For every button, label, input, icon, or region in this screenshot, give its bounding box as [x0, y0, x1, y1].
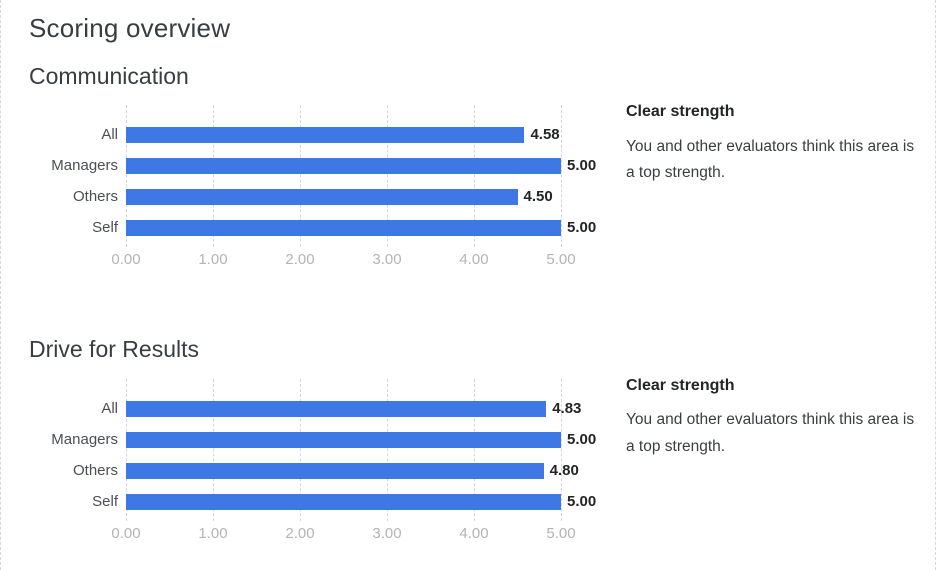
strength-note: Clear strength You and other evaluators … — [626, 99, 922, 187]
page-title: Scoring overview — [29, 13, 231, 43]
axis-tick-label: 3.00 — [372, 251, 402, 269]
note-body: You and other evaluators think this area… — [626, 137, 915, 182]
category-label: Self — [92, 493, 118, 511]
bar-track: 5.00 — [126, 157, 596, 174]
bar-chart-communication: All 4.58 Managers 5.00 — [29, 99, 609, 269]
bar-row: Others 4.50 — [73, 181, 609, 212]
bar — [126, 157, 561, 174]
bar-track: 5.00 — [126, 431, 596, 448]
bar-row: All 4.58 — [101, 119, 609, 150]
value-label: 4.58 — [530, 125, 560, 143]
axis-tick-label: 1.00 — [198, 251, 228, 269]
section-communication: Communication All 4.58 Managers — [29, 63, 935, 270]
axis-tick-label: 1.00 — [198, 525, 228, 543]
note-title: Clear strength — [626, 103, 735, 121]
axis-tick-label: 3.00 — [372, 525, 402, 543]
bar-row: All 4.83 — [101, 393, 609, 424]
axis-tick-label: 0.00 — [111, 525, 141, 543]
section-body: All 4.83 Managers 5.00 — [29, 373, 935, 543]
section-title: Communication — [29, 62, 189, 89]
axis-tick-label: 0.00 — [111, 251, 141, 269]
strength-note: Clear strength You and other evaluators … — [626, 373, 922, 461]
category-label: Managers — [51, 157, 118, 175]
bar — [126, 219, 561, 236]
category-label: Others — [72, 462, 118, 480]
axis-tick-label: 2.00 — [285, 251, 315, 269]
bar — [126, 493, 561, 510]
bar-track: 4.83 — [126, 400, 581, 417]
bar-row: Others 4.80 — [73, 455, 609, 486]
axis-tick-label: 2.00 — [285, 525, 315, 543]
note-body: You and other evaluators think this area… — [626, 411, 915, 455]
axis-tick-label: 4.00 — [459, 251, 489, 269]
section-body: All 4.58 Managers 5.00 — [29, 99, 935, 269]
value-label: 5.00 — [567, 218, 597, 236]
plot-area: All 4.83 Managers 5.00 — [29, 373, 609, 522]
value-label: 4.83 — [552, 399, 582, 417]
value-label: 5.00 — [567, 156, 597, 174]
bar-row: Self 5.00 — [92, 486, 609, 517]
category-label: Others — [72, 188, 118, 206]
category-label: All — [101, 126, 118, 144]
value-label: 5.00 — [567, 430, 597, 448]
axis-tick-label: 4.00 — [459, 525, 489, 543]
value-label: 4.80 — [549, 461, 579, 479]
bar-row: Self 5.00 — [92, 212, 609, 243]
category-label: All — [101, 400, 118, 418]
axis-tick-label: 5.00 — [546, 251, 576, 269]
category-label: Managers — [51, 431, 118, 449]
x-axis: 0.00 1.00 2.00 3.00 4.00 5.00 — [111, 525, 575, 543]
category-label: Self — [92, 219, 118, 237]
axis-tick-label: 5.00 — [546, 525, 576, 543]
plot-area: All 4.58 Managers 5.00 — [29, 99, 609, 248]
x-axis: 0.00 1.00 2.00 3.00 4.00 5.00 — [111, 251, 575, 269]
bar-track: 4.80 — [126, 462, 579, 479]
note-title: Clear strength — [626, 377, 735, 395]
bar — [126, 126, 525, 143]
bar-track: 5.00 — [126, 219, 596, 236]
value-label: 5.00 — [567, 492, 597, 510]
bar-row: Managers 5.00 — [51, 150, 609, 181]
bar-row: Managers 5.00 — [51, 424, 609, 455]
bar-track: 4.58 — [126, 125, 561, 143]
bar — [126, 462, 544, 479]
bar — [126, 431, 561, 448]
bar-chart-drive-for-results: All 4.83 Managers 5.00 — [29, 373, 609, 543]
bar-track: 4.50 — [126, 187, 561, 205]
bar — [126, 400, 547, 417]
bar-track: 5.00 — [126, 493, 596, 510]
bar — [126, 188, 518, 205]
value-label: 4.50 — [523, 187, 553, 205]
section-title: Drive for Results — [29, 336, 199, 363]
section-drive-for-results: Drive for Results All 4.83 Managers — [29, 336, 935, 543]
